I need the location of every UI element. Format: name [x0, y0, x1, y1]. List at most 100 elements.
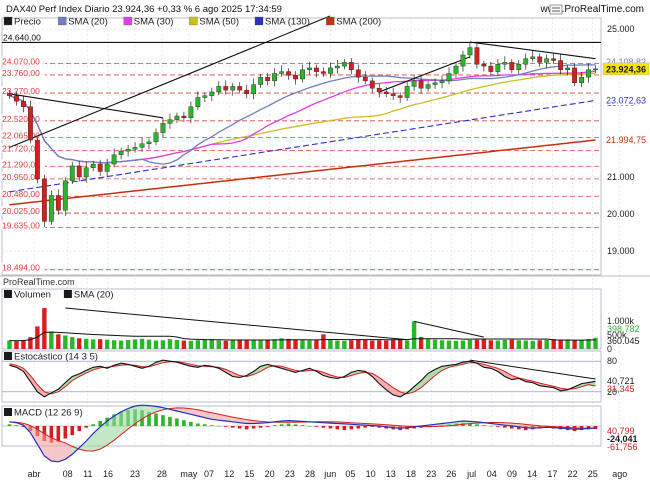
macd-histogram-bar: [14, 425, 19, 426]
candle-body: [146, 141, 152, 144]
volume-bar: [195, 340, 201, 349]
macd-histogram-bar: [196, 423, 200, 426]
candle-body: [118, 150, 124, 156]
volume-bar: [523, 340, 528, 349]
candle-body: [516, 64, 522, 70]
x-tick-label: 28: [305, 469, 315, 479]
volume-bar: [328, 339, 333, 349]
volume-bar: [230, 339, 235, 349]
candle-body: [314, 67, 319, 72]
macd-histogram-bar: [258, 426, 263, 428]
macd-fill: [51, 437, 59, 462]
volume-bar: [125, 339, 131, 349]
legend-swatch: [189, 16, 198, 26]
candle-body: [300, 69, 305, 80]
level-label-bg: [1, 86, 45, 96]
volume-bar: [118, 340, 124, 349]
volume-bar: [70, 337, 75, 349]
candle-body: [76, 165, 82, 178]
legend-swatch: [123, 16, 132, 26]
x-tick-label: 07: [204, 469, 214, 479]
macd-histogram-bar: [356, 426, 361, 429]
stoch-k-line: [9, 359, 596, 398]
level-label-bg: [1, 206, 45, 216]
site-url[interactable]: www.ProRealTime.com: [539, 4, 644, 15]
stoch-fill: [65, 376, 73, 387]
chart-title: DAX40 Perf Index Diario 23.924,36 +0,33 …: [6, 4, 282, 15]
volume-trendline: [414, 320, 484, 338]
x-tick-label: 05: [345, 469, 355, 479]
macd-histogram-bar: [175, 418, 179, 426]
level-label-bg: [1, 159, 45, 169]
volume-bar: [363, 339, 368, 349]
candle-body: [153, 132, 159, 143]
candle-body: [216, 86, 222, 93]
macd-value-label: -24,041: [607, 434, 638, 444]
stoch-fill: [379, 377, 387, 390]
macd-histogram-bar: [244, 426, 249, 430]
x-tick-label: 18: [406, 469, 416, 479]
macd-fill: [44, 433, 52, 461]
candle-body: [418, 80, 424, 89]
macd-histogram-bar: [377, 426, 382, 428]
volume-bar: [28, 337, 33, 349]
stochastic-panel: [1, 350, 602, 403]
stoch-fill: [72, 373, 80, 381]
x-tick-label: 28: [157, 469, 167, 479]
candle-body: [174, 115, 180, 120]
macd-histogram-bar: [182, 420, 186, 426]
candle-body: [230, 86, 236, 91]
macd-histogram-bar: [307, 426, 312, 427]
trendline-up: [9, 15, 331, 148]
volume-bar: [544, 339, 549, 349]
value-label-bg: [603, 94, 649, 106]
volume-bar: [293, 339, 298, 349]
x-tick-label: ago: [612, 469, 627, 479]
level-label: 20.950,00: [2, 172, 40, 182]
volume-bar: [460, 340, 466, 349]
macd-histogram-bar: [265, 426, 270, 427]
level-label-bg: [1, 143, 45, 153]
stoch-fill: [253, 366, 261, 375]
price-y-tick-label: 19.000: [607, 246, 635, 256]
candle-body: [104, 163, 110, 172]
x-tick-label: 13: [386, 469, 396, 479]
sma200-line: [9, 139, 596, 206]
macd-histogram-bar: [335, 426, 340, 430]
x-tick-label: 23: [130, 469, 140, 479]
candle-body: [530, 56, 536, 59]
macd-histogram-bar: [147, 411, 151, 426]
stoch-k-value: 40,721: [607, 376, 635, 386]
volume-y-tick-label: 500k: [607, 330, 627, 340]
volume-bar: [579, 340, 584, 349]
candle-body: [55, 195, 61, 211]
level-label-bg: [1, 220, 45, 230]
volume-bar: [56, 334, 61, 349]
level-label: 18.494,00: [2, 263, 40, 273]
level-label: 24.640,00: [3, 32, 41, 42]
site-menu-icon[interactable]: [549, 4, 563, 15]
volume-bar: [516, 340, 521, 349]
candle-body: [558, 60, 564, 70]
macd-fill: [176, 407, 184, 413]
legend-swatch: [4, 290, 12, 298]
x-tick-label: 20: [265, 469, 275, 479]
candle-body: [509, 62, 515, 70]
candle-body: [14, 95, 19, 102]
volume-legend: Volumen SMA (20): [4, 290, 114, 301]
volume-bar: [272, 339, 277, 349]
volume-bar: [321, 334, 326, 349]
volume-bar: [7, 340, 12, 349]
candle-body: [446, 73, 452, 82]
stoch-fill: [79, 370, 87, 377]
macd-value-label: 40,799: [607, 426, 635, 436]
macd-fill: [197, 409, 205, 418]
volume-bar: [14, 341, 19, 349]
candle-body: [7, 93, 12, 96]
x-tick-label: 23: [285, 469, 295, 479]
legend-swatch: [3, 16, 13, 26]
candle-body: [258, 76, 264, 85]
price-y-tick-label: 25.000: [607, 24, 635, 34]
stoch-fill: [37, 384, 45, 397]
